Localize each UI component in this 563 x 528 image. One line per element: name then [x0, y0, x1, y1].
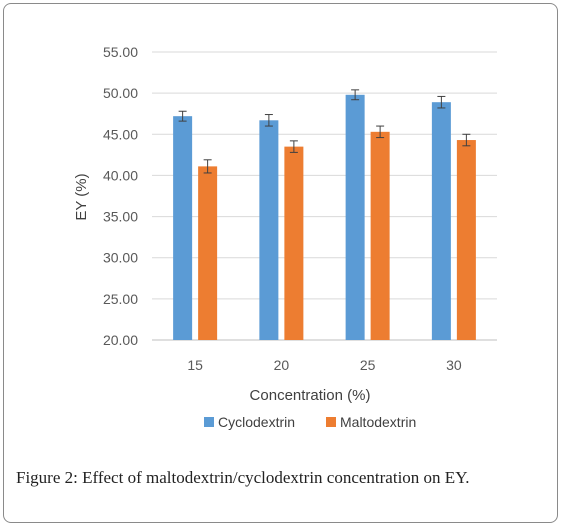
- bar-maltodextrin-20: [284, 146, 304, 340]
- x-axis-ticks: 15 20 25 30: [187, 357, 462, 373]
- y-tick-label: 20.00: [103, 332, 138, 348]
- legend: Cyclodextrin Maltodextrin: [204, 414, 416, 430]
- x-tick-label: 25: [360, 357, 376, 373]
- legend-swatch-maltodextrin: [326, 417, 336, 427]
- bar-cyclodextrin-20: [259, 120, 279, 340]
- legend-label-maltodextrin: Maltodextrin: [340, 414, 416, 430]
- caption-label: Figure 2:: [16, 468, 78, 487]
- bar-cyclodextrin-15: [173, 116, 193, 340]
- bar-chart: 20.00 25.00 30.00 35.00 40.00 45.00 50.00 55.00…: [73, 44, 497, 430]
- x-tick-label: 15: [187, 357, 203, 373]
- figure-caption: Figure 2: Effect of maltodextrin/cyclode…: [16, 468, 546, 488]
- y-tick-label: 45.00: [103, 126, 138, 142]
- y-tick-label: 30.00: [103, 250, 138, 266]
- bars: [173, 89, 476, 341]
- bar-maltodextrin-25: [370, 131, 390, 340]
- legend-label-cyclodextrin: Cyclodextrin: [218, 414, 295, 430]
- bar-cyclodextrin-25: [345, 94, 365, 340]
- x-tick-label: 20: [274, 357, 290, 373]
- bar-maltodextrin-15: [198, 166, 218, 340]
- caption-text: Effect of maltodextrin/cyclodextrin conc…: [77, 468, 470, 487]
- x-axis-label: Concentration (%): [250, 387, 371, 404]
- x-tick-label: 30: [446, 357, 462, 373]
- y-tick-label: 35.00: [103, 209, 138, 225]
- y-tick-label: 55.00: [103, 44, 138, 60]
- y-axis-ticks: 20.00 25.00 30.00 35.00 40.00 45.00 50.00 55.00: [103, 44, 138, 348]
- bar-maltodextrin-30: [456, 140, 476, 340]
- y-tick-label: 40.00: [103, 167, 138, 183]
- y-axis-label: EY (%): [73, 173, 90, 220]
- y-tick-label: 50.00: [103, 85, 138, 101]
- y-tick-label: 25.00: [103, 291, 138, 307]
- bar-cyclodextrin-30: [431, 102, 451, 341]
- legend-swatch-cyclodextrin: [204, 417, 214, 427]
